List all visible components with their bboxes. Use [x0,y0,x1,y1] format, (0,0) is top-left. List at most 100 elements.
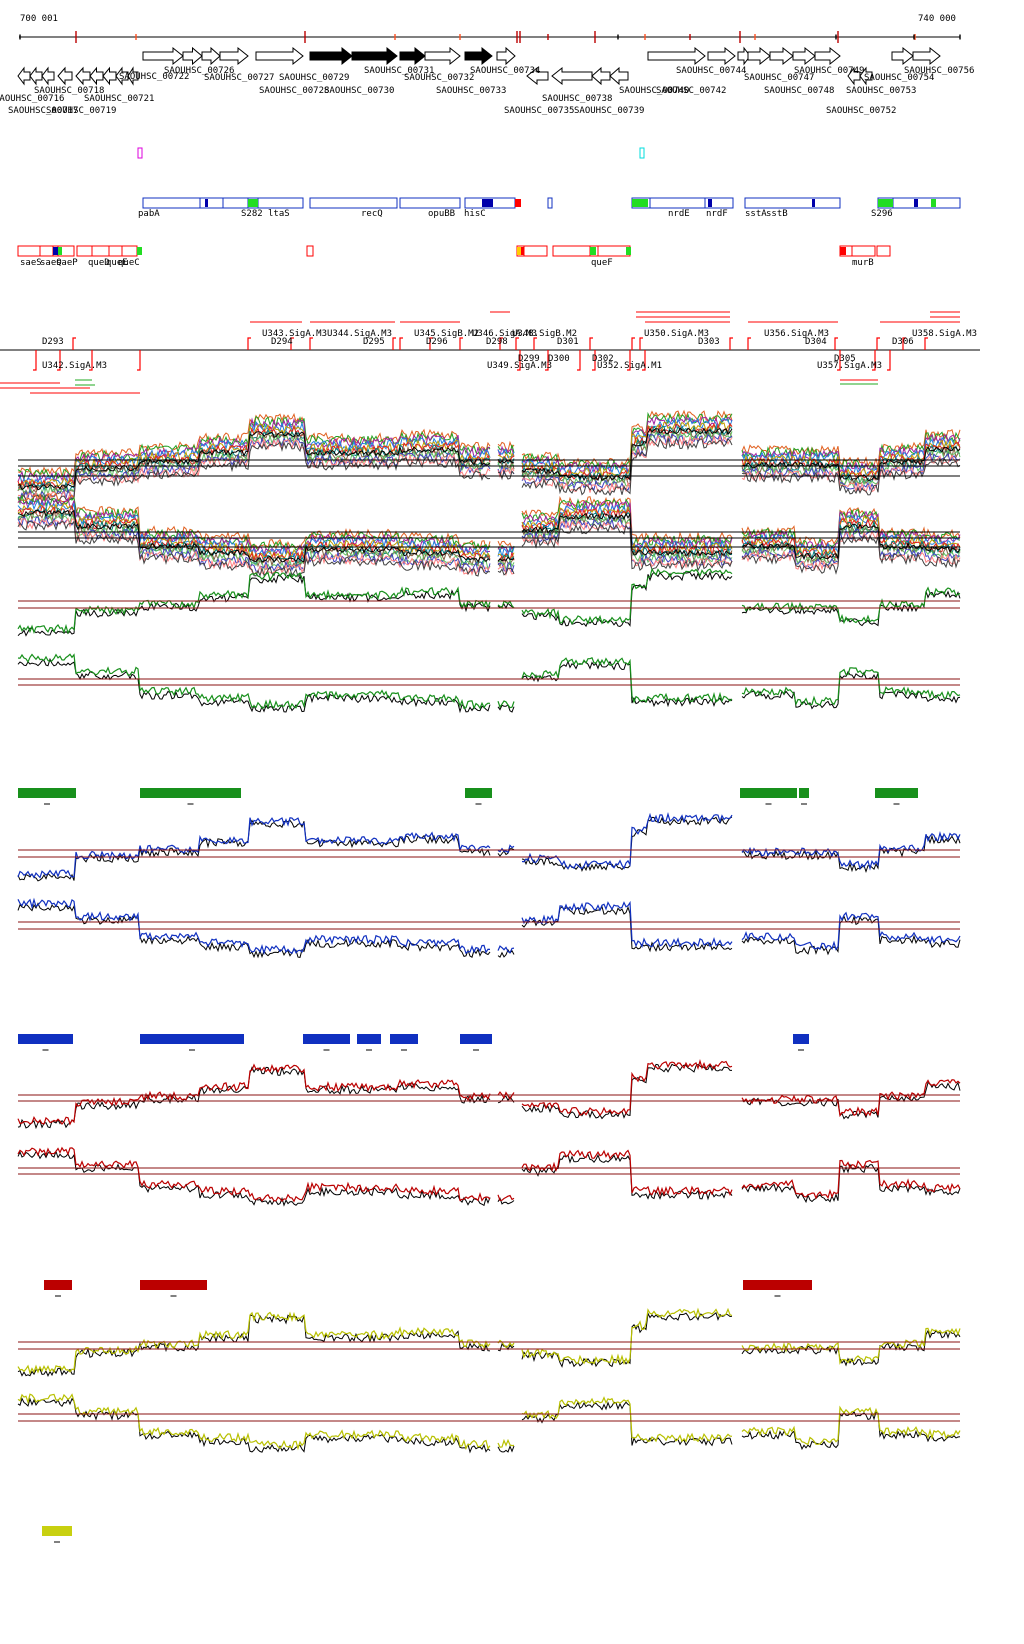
expression-trace [17,430,961,498]
operon-box [547,197,553,209]
expression-multicolor-panels [17,409,961,578]
annotation-box [851,245,876,257]
gene-arrow [912,46,941,66]
promoter-up-mark [589,337,593,350]
expression-trace [17,502,961,561]
gene-arrow [464,46,493,66]
expression-trace [17,1393,961,1451]
yellow-segment-bars [42,1526,72,1543]
segment-bar [799,788,809,798]
genome-browser: 700 001 740 000 SAOUHSC_00726 SAOUHSC_007… [0,14,980,1543]
promoter-marks [0,311,960,394]
annotation-box [108,245,123,257]
operon-track [142,197,961,209]
annotation-label: queF [591,258,613,268]
annotation-fill [840,247,846,255]
gene-arrow [847,66,861,86]
annotation-label: saeS [20,258,42,268]
promoter-up-mark [631,337,635,350]
promoter-up-mark [902,337,906,350]
segment-bar [357,1034,381,1044]
gene-label: SAOUHSC_00731 [364,66,434,76]
expression-trace [17,567,961,635]
gene-track [17,46,941,86]
promoter-up-mark [309,337,313,350]
operon-label: hisC [464,209,486,219]
promoter-down-mark [887,350,891,371]
annotation-fill [626,247,631,255]
expression-trace [17,493,961,553]
gene-label: SAOUHSC_00753 [846,86,916,96]
gene-arrow [142,46,184,66]
expression-trace [17,1311,961,1378]
gene-arrow [399,46,426,66]
gene-label: SAOUHSC_00740 [619,86,689,96]
promoter-down-mark [642,350,646,371]
operon-box [399,197,461,209]
operon-fill [515,199,521,207]
annotation-box [91,245,110,257]
gene-arrow [769,46,794,66]
promoter-label: U350.SigA.M3 [644,329,709,339]
promoter-down-mark [627,350,631,371]
annotation-box [76,245,93,257]
expression-trace [17,1063,961,1130]
annotation-fill [517,247,521,255]
gene-arrow [591,66,611,86]
annotation-box [876,245,891,257]
operon-label: nrdF [706,209,728,219]
annotation-fill [590,247,596,255]
annotation-box [552,245,591,257]
expression-trace [17,432,961,501]
promoter-up-mark [747,337,751,350]
promoter-label: U349.SigA.M3 [487,361,552,371]
segment-bar [42,1526,72,1536]
promoter-up-mark [247,337,251,350]
segment-bar [465,788,492,798]
expression-trace [17,653,961,710]
expression-trace [17,1149,961,1207]
segment-bar [460,1034,492,1044]
operon-label: sstB [766,209,788,219]
gene-arrow [737,46,751,66]
promoter-label: D296 [426,337,448,347]
promoter-label: D293 [42,337,64,347]
gene-arrow [41,66,55,86]
gene-label: SAOUHSC_00749 [794,66,864,76]
expression-trace [17,504,961,564]
segment-bar [140,1034,244,1044]
promoter-label: U357.SigA.M3 [817,361,882,371]
promoter-label: D295 [363,337,385,347]
expression-blue-panels [17,812,961,959]
segment-bar [140,788,241,798]
gene-arrow [551,66,593,86]
expression-trace [17,424,961,493]
promoter-up-mark [924,337,928,350]
operon-fill [708,199,712,207]
gene-arrow [859,66,873,86]
operon-label: pabA [138,209,160,219]
annotation-box [121,245,138,257]
expression-trace [17,514,961,573]
operon-box [649,197,706,209]
expression-trace [17,1146,961,1203]
promoter-label: D302 [592,354,614,364]
gene-label: SAOUHSC_00726 [164,66,234,76]
operon-label: S296 [871,209,893,219]
expression-trace [17,1307,961,1375]
promoter-up-mark [72,337,76,350]
segment-bar [743,1280,812,1290]
expression-trace [17,902,961,959]
gene-label: SAOUHSC_00754 [864,73,934,83]
promoter-label: D300 [548,354,570,364]
annotation-box [39,245,54,257]
expression-trace [17,509,961,563]
operon-fill [914,199,918,207]
annotation-label: murB [852,258,874,268]
gene-arrow [747,46,771,66]
gene-label: SAOUHSC_00738 [542,94,612,104]
annotation-label: queE [106,258,128,268]
